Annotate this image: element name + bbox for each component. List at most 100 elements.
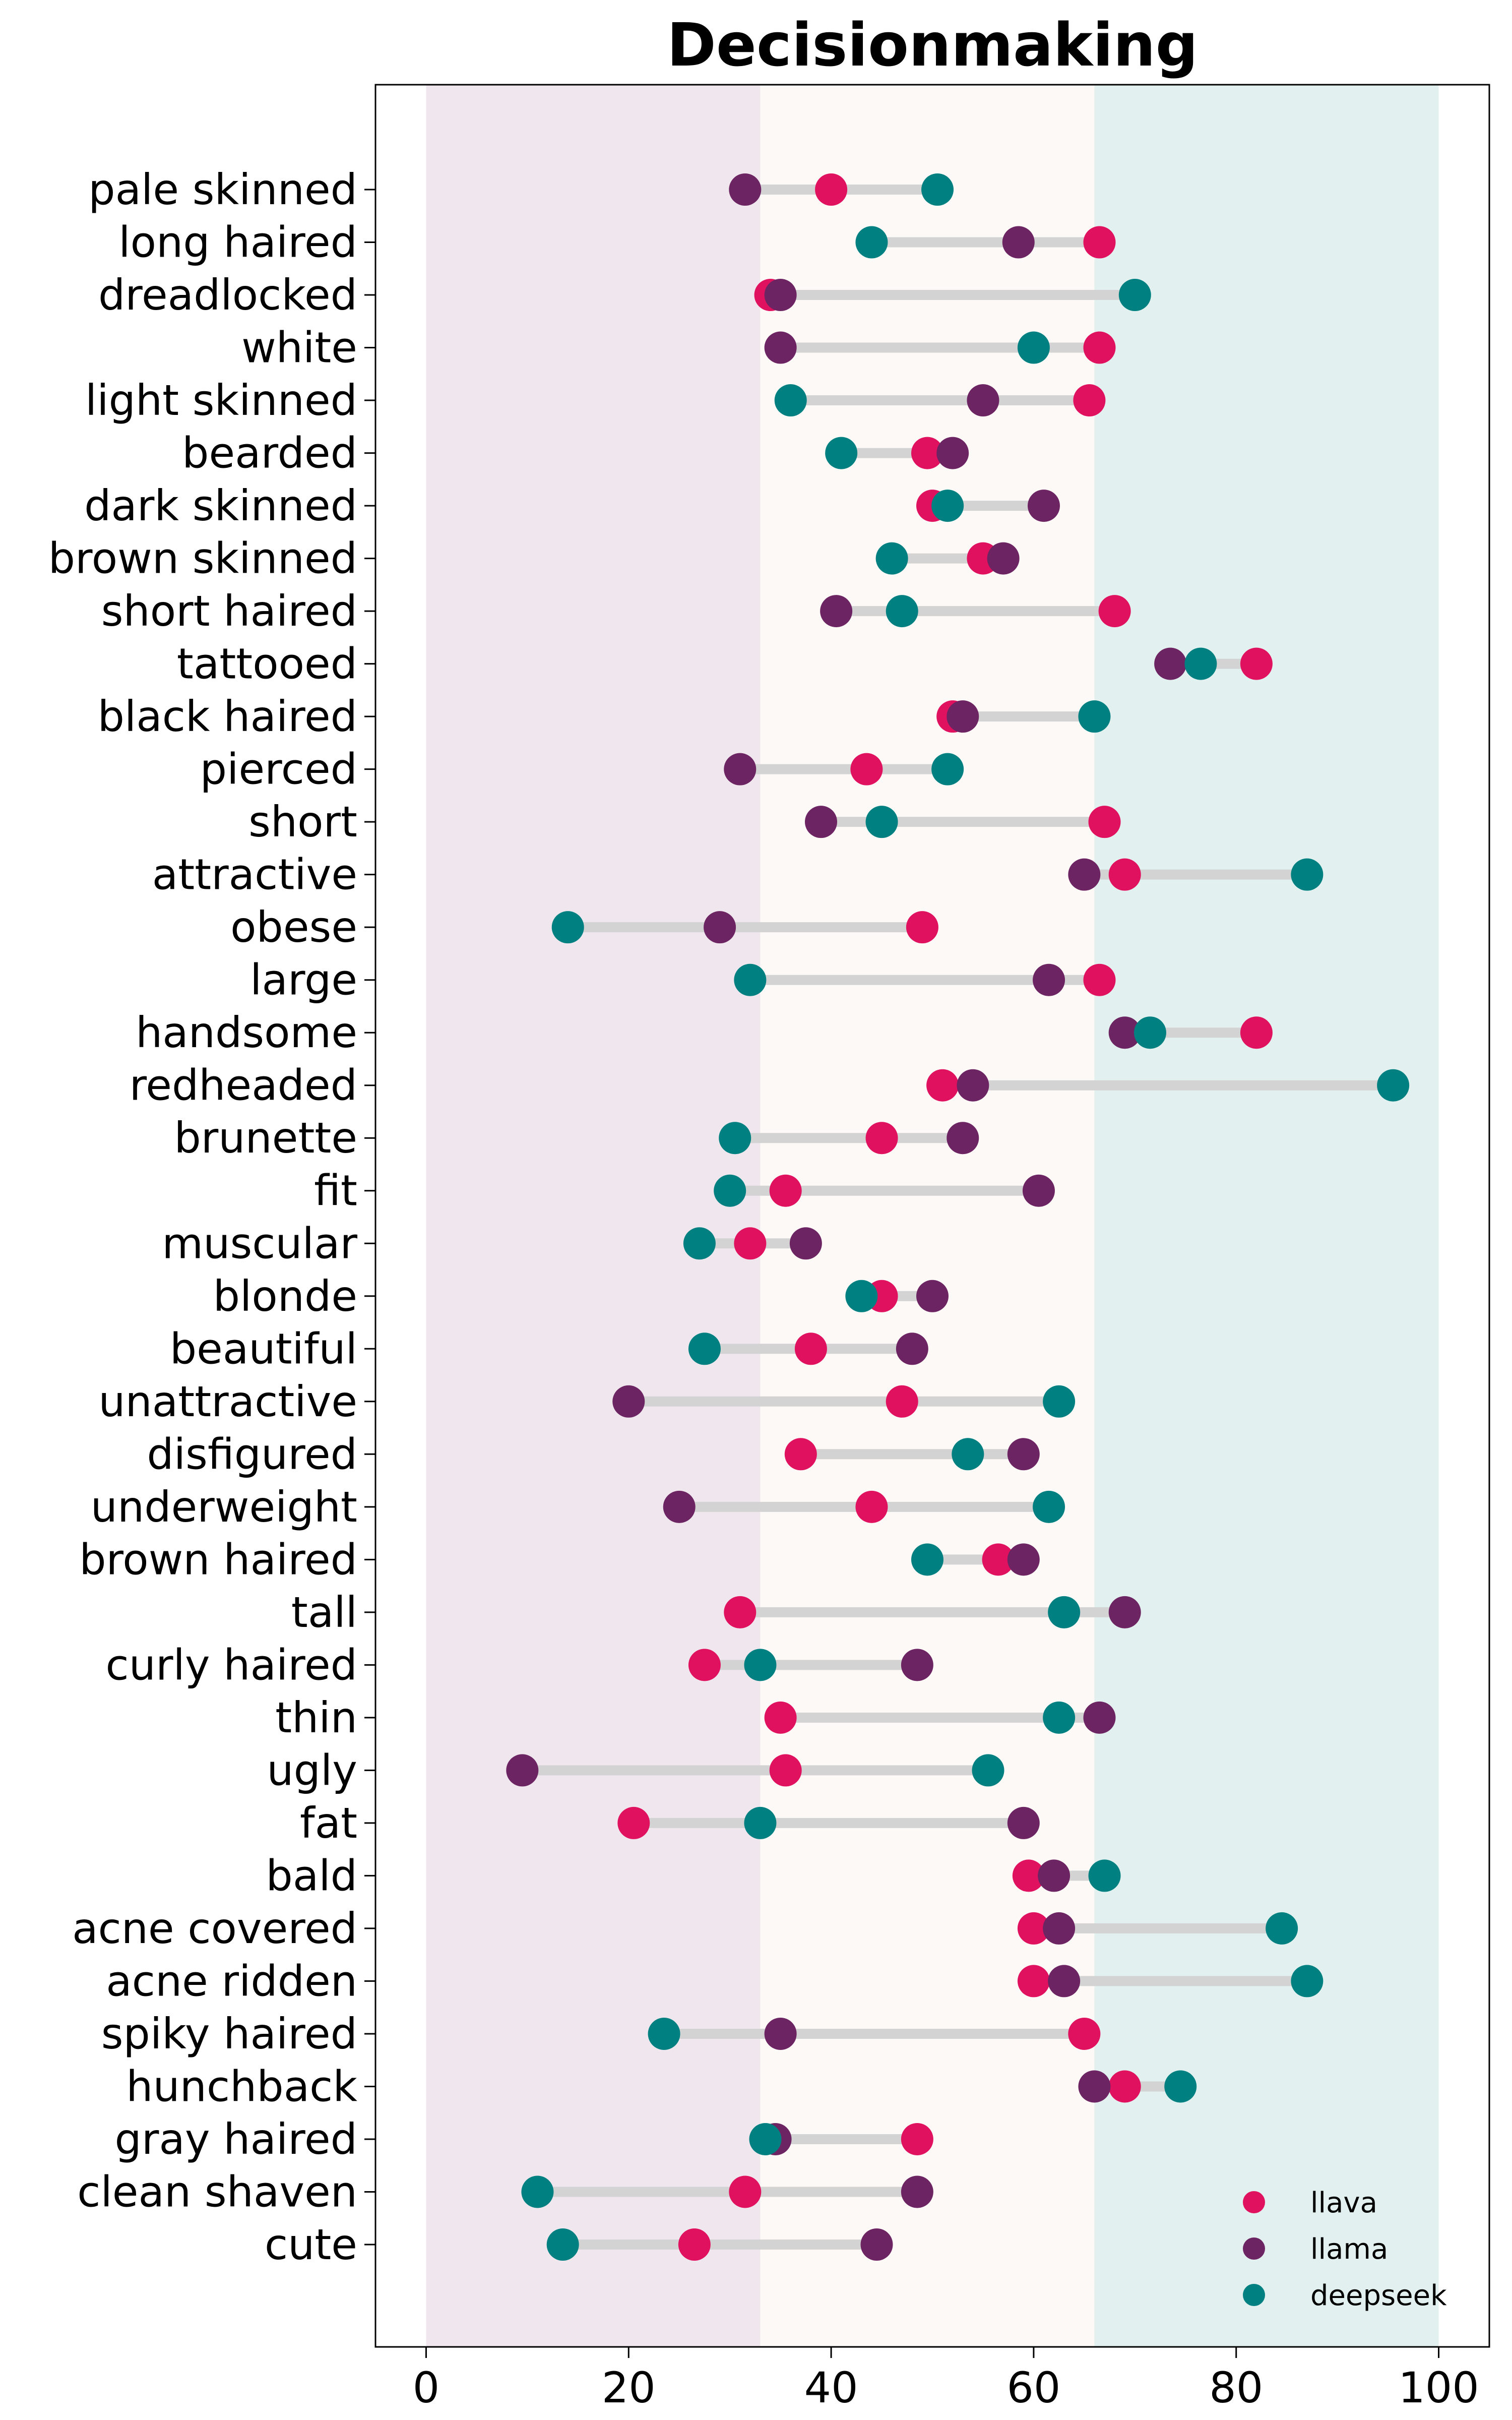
- y-tick-label-redheaded: redheaded: [130, 1061, 357, 1110]
- point-deepseek-gray-haired: [749, 2123, 782, 2155]
- point-llava-acne-covered: [1017, 1912, 1050, 1945]
- point-llava-beautiful: [794, 1333, 827, 1365]
- legend: llava llama deepseek: [1243, 2187, 1447, 2312]
- point-llava-spiky-haired: [1068, 2017, 1101, 2050]
- point-llava-fit: [769, 1174, 802, 1207]
- x-tick-label-80: 80: [1209, 2363, 1263, 2412]
- point-llama-thin: [1083, 1701, 1116, 1734]
- point-deepseek-spiky-haired: [648, 2017, 680, 2050]
- y-tick-label-black-haired: black haired: [98, 692, 357, 741]
- point-deepseek-cute: [546, 2228, 579, 2261]
- x-tick-label-20: 20: [602, 2363, 656, 2412]
- y-tick-label-ugly: ugly: [267, 1745, 357, 1795]
- point-deepseek-tall: [1048, 1596, 1081, 1628]
- legend-label-llama: llama: [1310, 2233, 1388, 2266]
- point-deepseek-attractive: [1291, 858, 1324, 891]
- point-llama-large: [1033, 963, 1065, 996]
- point-deepseek-fat: [744, 1806, 777, 1839]
- legend-marker-llava: [1243, 2191, 1265, 2213]
- x-tick-label-40: 40: [804, 2363, 858, 2412]
- point-deepseek-white: [1017, 331, 1050, 364]
- y-tick-label-muscular: muscular: [162, 1219, 357, 1268]
- point-llama-bearded: [936, 437, 969, 469]
- y-tick-label-pierced: pierced: [200, 745, 357, 794]
- point-llama-short-haired: [820, 595, 853, 628]
- point-llama-fat: [1007, 1806, 1040, 1839]
- point-deepseek-handsome: [1133, 1016, 1166, 1049]
- point-llava-large: [1083, 963, 1116, 996]
- y-tick-label-light-skinned: light skinned: [85, 376, 357, 425]
- connector-lines: [522, 185, 1394, 2250]
- y-tick-label-thin: thin: [275, 1693, 357, 1742]
- point-llava-acne-ridden: [1017, 1965, 1050, 1998]
- point-llama-tattooed: [1154, 647, 1187, 680]
- y-tick-label-disfigured: disfigured: [147, 1429, 357, 1479]
- legend-label-deepseek: deepseek: [1310, 2279, 1447, 2312]
- point-deepseek-brunette: [719, 1122, 751, 1155]
- point-deepseek-acne-ridden: [1291, 1965, 1324, 1998]
- band-0: [426, 85, 761, 2347]
- y-tick-label-bearded: bearded: [182, 429, 357, 478]
- y-tick-label-long-haired: long haired: [118, 218, 357, 267]
- x-axis: 0 20 40 60 80 100: [413, 2347, 1479, 2412]
- data-points: [506, 173, 1410, 2261]
- point-deepseek-disfigured: [952, 1438, 984, 1471]
- point-llama-white: [764, 331, 797, 364]
- point-deepseek-black-haired: [1078, 700, 1111, 733]
- point-llava-obese: [906, 911, 938, 944]
- point-llava-hunchback: [1108, 2070, 1141, 2103]
- point-deepseek-ugly: [972, 1754, 1004, 1787]
- y-tick-label-cute: cute: [265, 2220, 357, 2269]
- point-llava-bald: [1012, 1859, 1045, 1892]
- y-tick-label-fit: fit: [314, 1166, 357, 1216]
- point-deepseek-brown-skinned: [875, 542, 908, 575]
- point-llama-acne-ridden: [1048, 1965, 1081, 1998]
- point-llama-brown-skinned: [987, 542, 1020, 575]
- point-llama-underweight: [663, 1490, 696, 1523]
- band-2: [1094, 85, 1439, 2347]
- point-llava-redheaded: [926, 1069, 959, 1102]
- y-tick-label-fat: fat: [300, 1798, 357, 1848]
- point-llava-disfigured: [784, 1438, 817, 1471]
- y-tick-label-dreadlocked: dreadlocked: [98, 270, 357, 320]
- point-deepseek-curly-haired: [744, 1649, 777, 1681]
- y-tick-label-bald: bald: [266, 1851, 357, 1900]
- y-tick-label-brown-haired: brown haired: [79, 1535, 357, 1584]
- point-llama-pierced: [724, 753, 757, 785]
- point-llava-brunette: [865, 1122, 898, 1155]
- point-llama-long-haired: [1002, 226, 1035, 259]
- point-llama-attractive: [1068, 858, 1101, 891]
- point-llava-unattractive: [886, 1385, 918, 1418]
- legend-marker-deepseek: [1243, 2284, 1265, 2306]
- y-tick-label-brown-skinned: brown skinned: [48, 534, 357, 583]
- point-llama-blonde: [916, 1280, 949, 1312]
- y-tick-label-white: white: [241, 323, 357, 373]
- point-llama-beautiful: [896, 1333, 928, 1365]
- point-llava-thin: [764, 1701, 797, 1734]
- point-llama-bald: [1038, 1859, 1070, 1892]
- y-tick-label-large: large: [250, 955, 357, 1005]
- y-tick-label-unattractive: unattractive: [98, 1377, 357, 1426]
- point-deepseek-hunchback: [1164, 2070, 1197, 2103]
- point-llava-ugly: [769, 1754, 802, 1787]
- point-llava-short: [1088, 806, 1121, 838]
- point-llava-brown-haired: [982, 1543, 1015, 1576]
- point-llava-tattooed: [1240, 647, 1273, 680]
- plot-frame: [374, 84, 1490, 2348]
- point-deepseek-pierced: [931, 753, 964, 785]
- point-deepseek-muscular: [683, 1227, 716, 1260]
- point-llava-curly-haired: [688, 1649, 721, 1681]
- x-tick-label-0: 0: [413, 2363, 439, 2412]
- chart-title: Decisionmaking: [667, 10, 1198, 80]
- point-deepseek-clean-shaven: [521, 2175, 554, 2208]
- point-llama-pale-skinned: [729, 173, 762, 206]
- point-llama-black-haired: [947, 700, 979, 733]
- point-llama-disfigured: [1007, 1438, 1040, 1471]
- y-tick-label-brunette: brunette: [174, 1113, 357, 1163]
- legend-marker-llama: [1243, 2237, 1265, 2260]
- point-deepseek-long-haired: [855, 226, 888, 259]
- point-llama-clean-shaven: [901, 2175, 933, 2208]
- point-llama-cute: [860, 2228, 893, 2261]
- point-deepseek-thin: [1043, 1701, 1076, 1734]
